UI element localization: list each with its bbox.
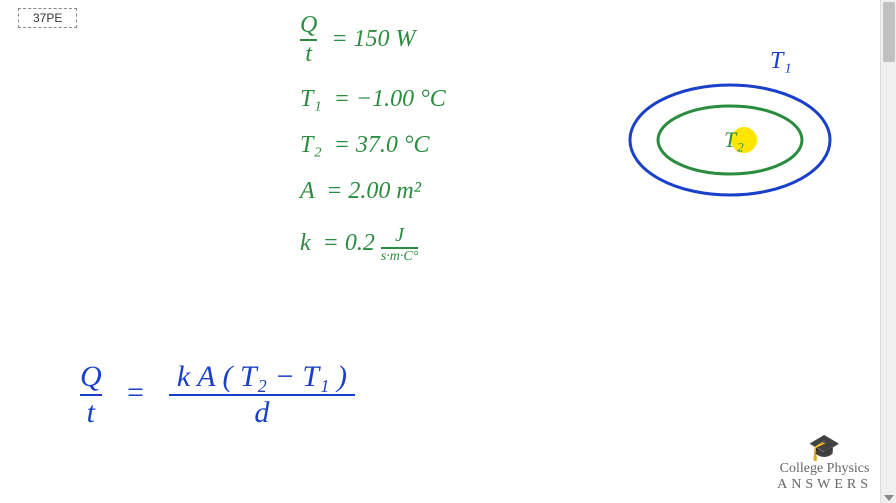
given-1-lhs: T₁ — [300, 86, 322, 112]
main-lhs-num: Q — [80, 360, 102, 394]
given-line-0: Qt = 150 W — [300, 12, 416, 68]
given-2-rhs: = 37.0 °C — [334, 132, 430, 158]
outer-label: T₁ — [770, 48, 792, 74]
scrollbar-thumb[interactable] — [883, 2, 895, 62]
main-lhs-den: t — [80, 394, 102, 430]
problem-tag: 37PE — [18, 8, 77, 28]
main-eq: = — [125, 376, 145, 409]
given-3-rhs: = 2.00 m² — [326, 178, 421, 204]
given-0-rhs: = 150 W — [331, 26, 415, 52]
given-4-lead: = 0.2 — [323, 230, 381, 256]
brand-line1: College Physics — [777, 461, 872, 477]
q-over-t-num: Q — [300, 12, 317, 39]
scrollbar-down-arrow-icon[interactable] — [884, 495, 894, 501]
given-line-1: T₁ = −1.00 °C — [300, 86, 446, 113]
main-rhs-den: d — [169, 394, 355, 430]
k-unit-num: J — [381, 224, 419, 247]
graduation-cap-icon: 🎓 — [777, 435, 872, 461]
given-line-4: k = 0.2 Js·m·C° — [300, 224, 418, 265]
vertical-scrollbar[interactable] — [880, 0, 896, 503]
given-line-3: A = 2.00 m² — [300, 178, 421, 205]
given-1-rhs: = −1.00 °C — [334, 86, 446, 112]
given-line-2: T₂ = 37.0 °C — [300, 132, 430, 159]
main-rhs-num: k A ( T₂ − T₁ ) — [169, 360, 355, 394]
given-2-lhs: T₂ — [300, 132, 322, 158]
given-4-lhs: k — [300, 230, 311, 256]
k-unit-den: s·m·C° — [381, 247, 419, 265]
given-3-lhs: A — [300, 178, 314, 204]
branding: 🎓 College Physics ANSWERS — [777, 435, 872, 493]
q-over-t-den: t — [300, 39, 317, 68]
temperature-diagram: T₂ T₁ — [620, 40, 850, 220]
inner-label: T₂ — [724, 127, 744, 152]
brand-line2: ANSWERS — [777, 477, 872, 493]
main-equation: Qt = k A ( T₂ − T₁ )d — [80, 360, 355, 430]
